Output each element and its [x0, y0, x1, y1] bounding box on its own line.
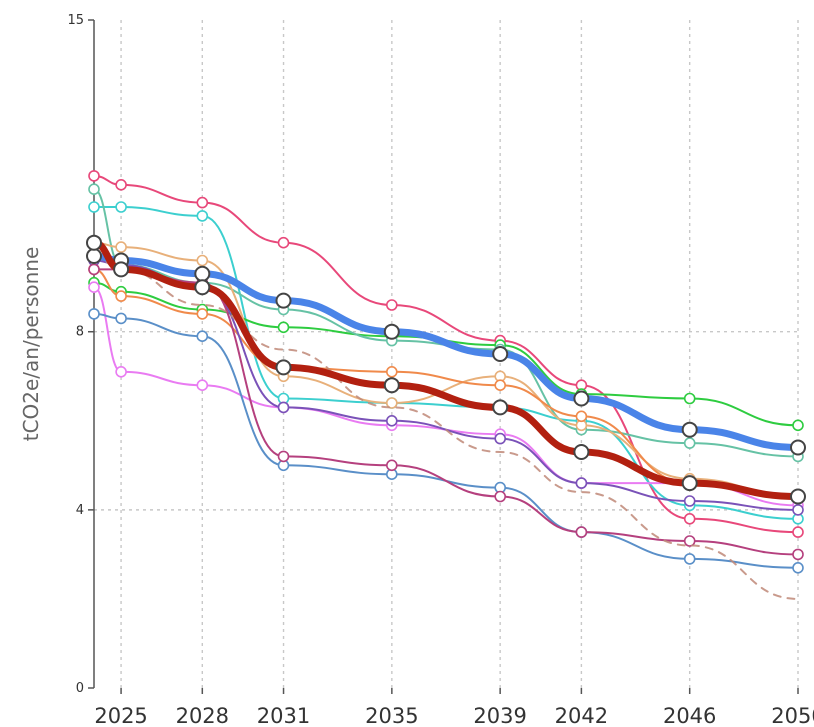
data-point — [494, 490, 507, 503]
data-point — [196, 210, 209, 222]
x-tick-label: 2028 — [176, 704, 229, 727]
data-point — [115, 201, 127, 213]
data-point — [385, 414, 398, 427]
data-point — [115, 365, 127, 378]
axis-layer — [88, 19, 799, 694]
data-point — [115, 312, 127, 325]
data-point — [385, 397, 398, 409]
data-point — [275, 292, 292, 309]
data-point — [792, 561, 804, 574]
data-point — [194, 279, 211, 296]
data-point — [88, 263, 100, 276]
data-point — [385, 459, 398, 472]
data-point — [277, 321, 290, 334]
series-line-13 — [93, 255, 799, 600]
data-point — [383, 377, 400, 394]
series-line-3 — [93, 281, 799, 427]
data-point — [385, 365, 398, 378]
x-tick-label: 2046 — [663, 704, 716, 727]
series-layer — [86, 170, 806, 600]
data-point — [196, 379, 209, 392]
data-point — [792, 419, 804, 432]
data-point — [683, 553, 696, 565]
y-axis-title: tCO2e/an/personne — [19, 247, 43, 442]
data-point — [575, 410, 588, 423]
data-point — [196, 196, 209, 209]
data-point — [790, 439, 806, 456]
series-line-4 — [93, 188, 799, 458]
data-point — [277, 401, 290, 414]
data-point — [196, 254, 209, 267]
data-point — [792, 548, 804, 561]
data-point — [115, 179, 127, 191]
series-line-9 — [93, 312, 799, 569]
grid-layer — [94, 20, 799, 688]
data-point — [115, 290, 127, 302]
series-12 — [86, 234, 806, 505]
y-tick-label: 0 — [76, 681, 84, 696]
y-tick-label: 4 — [76, 503, 84, 518]
data-point — [115, 241, 127, 253]
data-point — [683, 392, 696, 405]
data-point — [573, 390, 590, 407]
x-tick-label: 2039 — [473, 704, 526, 727]
data-point — [88, 183, 100, 195]
data-point — [275, 359, 292, 376]
data-point — [277, 450, 290, 463]
data-point — [790, 488, 806, 505]
series-11 — [86, 248, 806, 456]
data-point — [383, 323, 400, 340]
data-point — [385, 299, 398, 311]
data-point — [494, 432, 507, 445]
series-1 — [88, 170, 804, 538]
data-point — [86, 248, 102, 264]
data-point — [86, 234, 102, 251]
series-9 — [88, 308, 804, 574]
data-point — [277, 236, 290, 249]
data-point — [88, 201, 100, 213]
data-point — [575, 526, 588, 538]
series-13 — [93, 255, 799, 600]
data-point — [88, 170, 100, 182]
data-point — [492, 346, 509, 362]
series-line-2 — [93, 205, 799, 520]
x-tick-label: 2025 — [94, 704, 147, 727]
series-2 — [88, 201, 804, 525]
data-point — [683, 495, 696, 507]
x-tick-label: 2042 — [555, 704, 608, 727]
data-point — [113, 261, 130, 278]
y-tick-label: 15 — [67, 13, 84, 28]
series-line-12 — [90, 239, 802, 500]
data-point — [683, 535, 696, 547]
series-line-5 — [93, 241, 799, 498]
data-point — [573, 444, 590, 460]
data-point — [196, 308, 209, 320]
series-6 — [88, 263, 804, 503]
data-point — [575, 477, 588, 489]
data-point — [683, 437, 696, 449]
data-point — [194, 265, 211, 282]
data-point — [792, 504, 804, 516]
data-point — [196, 330, 209, 343]
data-point — [792, 526, 804, 538]
y-tick-label: 8 — [76, 325, 84, 340]
data-point — [681, 421, 698, 438]
series-line-11 — [90, 252, 802, 451]
data-point — [683, 512, 696, 525]
data-point — [681, 475, 698, 492]
data-point — [88, 281, 100, 294]
data-point — [492, 399, 509, 416]
data-point — [88, 308, 100, 320]
series-line-1 — [93, 174, 799, 534]
series-3 — [88, 276, 804, 432]
x-tick-label: 2035 — [365, 704, 418, 727]
data-point — [494, 379, 507, 392]
x-tick-label: 2031 — [257, 704, 310, 727]
